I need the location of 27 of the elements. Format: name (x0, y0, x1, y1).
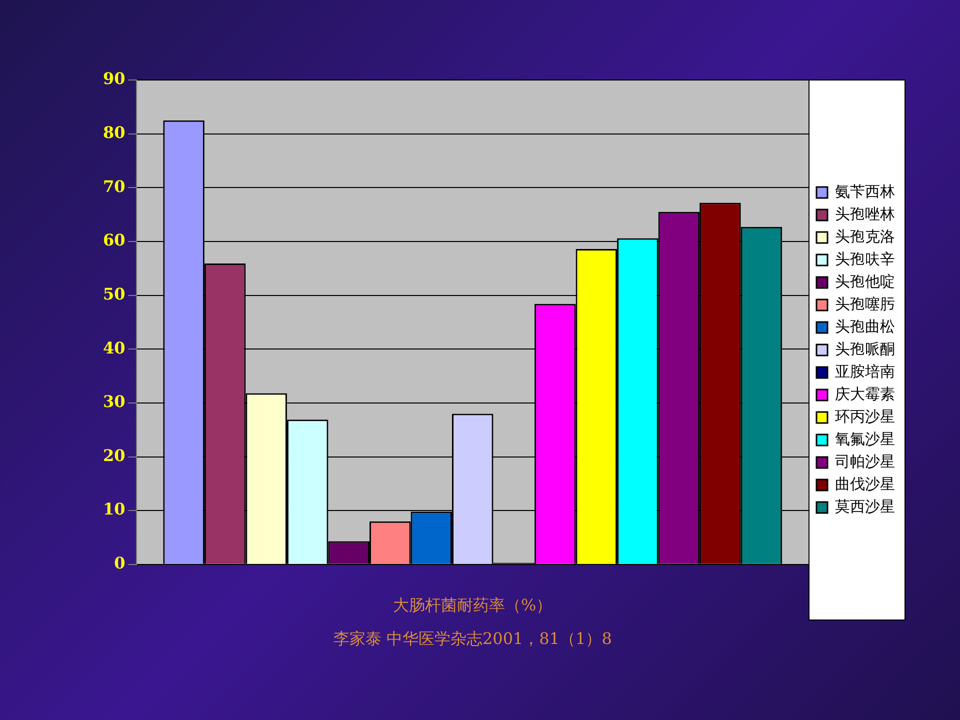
legend-label: 头孢呋辛 (835, 250, 895, 268)
legend-label: 头孢曲松 (835, 317, 895, 336)
y-tick-label: 40 (103, 338, 126, 358)
y-tick-label: 80 (103, 122, 126, 142)
legend-label: 氨苄西林 (835, 182, 895, 200)
legend-label: 环丙沙星 (835, 407, 895, 426)
text: 李家泰 中华医学杂志2001，81（1）8 (333, 629, 612, 648)
legend-label: 亚胺培南 (835, 362, 895, 380)
legend-label: 头孢唑林 (835, 204, 895, 223)
legend-label: 莫西沙星 (835, 497, 895, 516)
legend-label: 庆大霉素 (835, 384, 895, 403)
legend-label: 头孢克洛 (835, 227, 895, 246)
legend-label: 头孢他啶 (835, 272, 895, 290)
y-tick-label: 20 (103, 446, 126, 465)
x-axis-title: 大肠杆菌耐药率（%） (393, 596, 552, 615)
legend-label: 氧氟沙星 (835, 430, 895, 448)
y-tick-label: 70 (103, 176, 126, 196)
y-tick-label: 90 (103, 69, 126, 88)
legend-label: 司帕沙星 (835, 452, 895, 470)
legend-label: 曲伐沙星 (835, 474, 895, 493)
legend-label: 头孢噻肟 (835, 294, 895, 313)
legend-label: 头孢哌酮 (835, 340, 895, 358)
y-tick-label: 50 (103, 284, 126, 304)
y-tick-label: 30 (103, 392, 126, 412)
y-tick-label: 10 (103, 500, 126, 519)
y-tick-label: 60 (103, 230, 126, 250)
y-tick-label: 0 (114, 554, 126, 573)
